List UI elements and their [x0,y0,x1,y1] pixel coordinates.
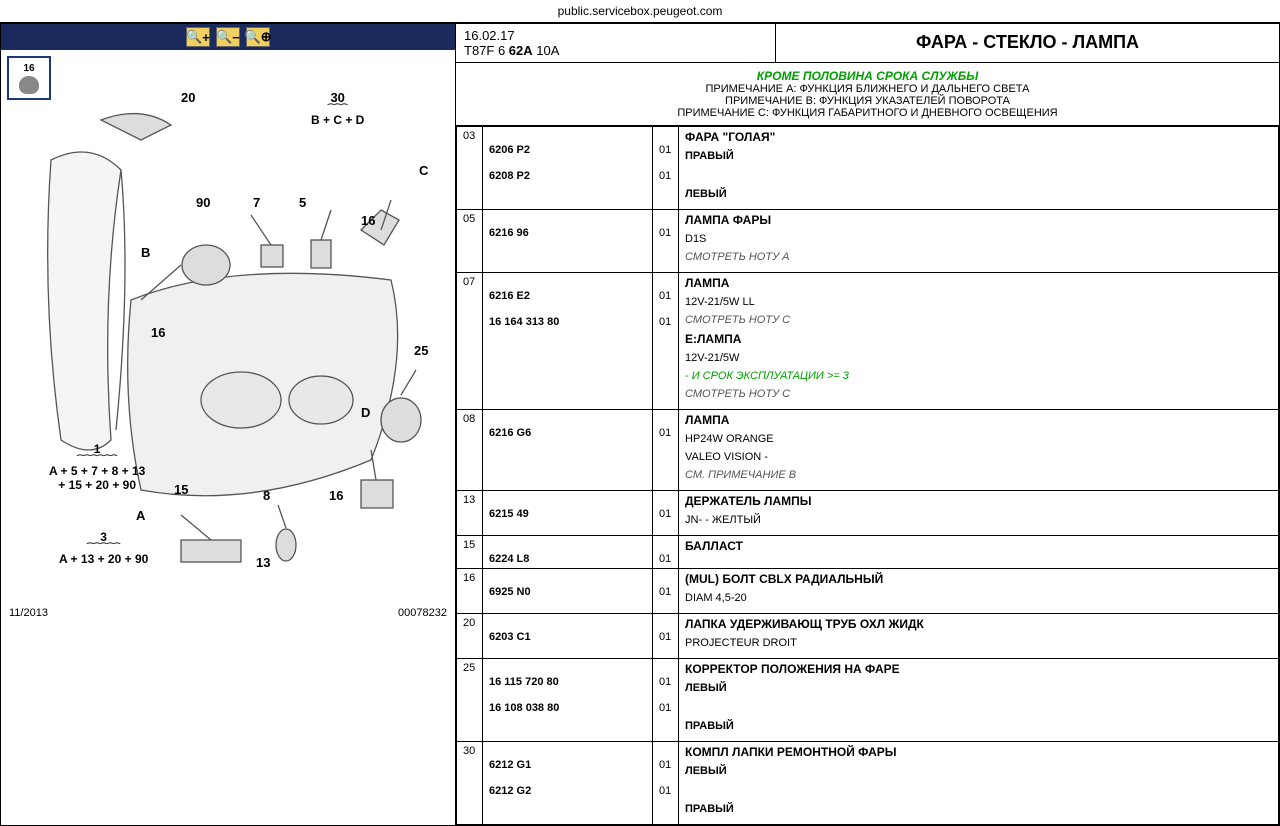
headlamp-diagram [31,100,441,590]
diagram-date: 11/2013 [9,607,48,619]
row-qtys: 0101 [653,742,679,825]
row-desc: КОРРЕКТОР ПОЛОЖЕНИЯ НА ФАРЕЛЕВЫЙ ПРАВЫЙ [679,659,1279,742]
zoom-out-button[interactable]: 🔍− [216,27,240,47]
row-index: 08 [457,410,483,491]
row-qtys: 01 [653,614,679,659]
diagram-toolbar: 🔍+ 🔍− 🔍⊕ [1,24,455,50]
row-refs: 6925 N0 [483,569,653,614]
zoom-in-button[interactable]: 🔍+ [186,27,210,47]
note-b: ПРИМЕЧАНИЕ В: ФУНКЦИЯ УКАЗАТЕЛЕЙ ПОВОРОТ… [462,95,1273,107]
callout-7: 7 [253,195,260,210]
row-refs: 16 115 720 8016 108 038 80 [483,659,653,742]
row-qtys: 01 [653,536,679,569]
callout-D: D [361,405,370,420]
callout-3: 3 ⏜⏜⏜⏜⏜ A + 13 + 20 + 90 [59,530,148,566]
notes-block: КРОМЕ ПОЛОВИНА СРОКА СЛУЖБЫ ПРИМЕЧАНИЕ А… [456,63,1279,126]
diagram-panel: 🔍+ 🔍− 🔍⊕ 16 [1,24,456,825]
row-desc: ДЕРЖАТЕЛЬ ЛАМПЫJN- - ЖЕЛТЫЙ [679,491,1279,536]
row-qtys: 01 [653,410,679,491]
row-qtys: 0101 [653,127,679,210]
diagram-thumbnail[interactable]: 16 [7,56,51,100]
row-desc: ЛАМПА12V-21/5W LLСМОТРЕТЬ НОТУ СЕ:ЛАМПА1… [679,273,1279,410]
table-row: 206203 C101ЛАПКА УДЕРЖИВАЮЩ ТРУБ ОХЛ ЖИД… [457,614,1279,659]
row-desc: ЛАПКА УДЕРЖИВАЮЩ ТРУБ ОХЛ ЖИДКPROJECTEUR… [679,614,1279,659]
row-desc: (MUL) БОЛТ CBLX РАДИАЛЬНЫЙDIAM 4,5-20 [679,569,1279,614]
header-url: public.servicebox.peugeot.com [0,0,1280,23]
row-index: 20 [457,614,483,659]
callout-B: B [141,245,150,260]
row-desc: ЛАМПАHP24W ORANGEVALEO VISION -СМ. ПРИМЕ… [679,410,1279,491]
row-refs: 6215 49 [483,491,653,536]
row-refs: 6216 G6 [483,410,653,491]
title-meta: 16.02.17 T87F 6 62A 10A [456,24,776,62]
row-refs: 6216 96 [483,210,653,273]
row-qtys: 01 [653,210,679,273]
callout-A: A [136,508,145,523]
row-index: 05 [457,210,483,273]
table-row: 166925 N001(MUL) БОЛТ CBLX РАДИАЛЬНЫЙDIA… [457,569,1279,614]
row-refs: 6206 P26208 P2 [483,127,653,210]
row-index: 30 [457,742,483,825]
row-qtys: 01 [653,491,679,536]
zoom-fit-button[interactable]: 🔍⊕ [246,27,270,47]
callout-C: C [419,163,428,178]
row-refs: 6212 G16212 G2 [483,742,653,825]
callout-30: 30 ⏜⏜⏜ B + C + D [311,90,364,127]
row-desc: БАЛЛАСТ [679,536,1279,569]
doc-code: T87F 6 62A 10A [464,43,767,58]
row-qtys: 01 [653,569,679,614]
table-row: 136215 4901ДЕРЖАТЕЛЬ ЛАМПЫJN- - ЖЕЛТЫЙ [457,491,1279,536]
row-desc: ФАРА "ГОЛАЯ"ПРАВЫЙ ЛЕВЫЙ [679,127,1279,210]
row-desc: КОМПЛ ЛАПКИ РЕМОНТНОЙ ФАРЫЛЕВЫЙ ПРАВЫЙ [679,742,1279,825]
title-row: 16.02.17 T87F 6 62A 10A ФАРА - СТЕКЛО - … [456,24,1279,63]
thumb-number: 16 [23,63,34,74]
note-green: КРОМЕ ПОЛОВИНА СРОКА СЛУЖБЫ [462,69,1273,83]
table-row: 2516 115 720 8016 108 038 800101КОРРЕКТО… [457,659,1279,742]
row-index: 13 [457,491,483,536]
row-index: 03 [457,127,483,210]
diagram-footer: 11/2013 00078232 [1,605,455,621]
callout-25: 25 [414,343,428,358]
table-row: 036206 P26208 P20101ФАРА "ГОЛАЯ"ПРАВЫЙ Л… [457,127,1279,210]
doc-heading: ФАРА - СТЕКЛО - ЛАМПА [776,24,1279,62]
row-index: 16 [457,569,483,614]
table-row: 076216 E216 164 313 800101ЛАМПА12V-21/5W… [457,273,1279,410]
table-row: 156224 L801БАЛЛАСТ [457,536,1279,569]
callout-15: 15 [174,482,188,497]
callout-20: 20 [181,90,195,105]
callout-90: 90 [196,195,210,210]
row-refs: 6224 L8 [483,536,653,569]
doc-date: 16.02.17 [464,28,767,43]
parts-table: 036206 P26208 P20101ФАРА "ГОЛАЯ"ПРАВЫЙ Л… [456,126,1279,825]
parts-panel: 16.02.17 T87F 6 62A 10A ФАРА - СТЕКЛО - … [456,24,1279,825]
diagram-area: 16 [1,50,455,605]
callout-1: 1 ⏜⏜⏜⏜⏜⏜ A + 5 + 7 + 8 + 13 + 15 + 20 + … [49,442,145,492]
row-index: 07 [457,273,483,410]
table-row: 086216 G601ЛАМПАHP24W ORANGEVALEO VISION… [457,410,1279,491]
callout-16-a: 16 [361,213,375,228]
callout-16-c: 16 [329,488,343,503]
callout-8: 8 [263,488,270,503]
table-row: 056216 9601ЛАМПА ФАРЫD1SСМОТРЕТЬ НОТУ А [457,210,1279,273]
diagram-id: 00078232 [398,607,447,619]
thumb-icon [19,76,39,94]
callout-13: 13 [256,555,270,570]
table-row: 306212 G16212 G20101КОМПЛ ЛАПКИ РЕМОНТНО… [457,742,1279,825]
note-c: ПРИМЕЧАНИЕ С: ФУНКЦИЯ ГАБАРИТНОГО И ДНЕВ… [462,107,1273,119]
row-qtys: 0101 [653,659,679,742]
callout-16-b: 16 [151,325,165,340]
note-a: ПРИМЕЧАНИЕ А: ФУНКЦИЯ БЛИЖНЕГО И ДАЛЬНЕГ… [462,83,1273,95]
row-refs: 6216 E216 164 313 80 [483,273,653,410]
row-index: 25 [457,659,483,742]
callout-5: 5 [299,195,306,210]
row-index: 15 [457,536,483,569]
row-desc: ЛАМПА ФАРЫD1SСМОТРЕТЬ НОТУ А [679,210,1279,273]
row-qtys: 0101 [653,273,679,410]
row-refs: 6203 C1 [483,614,653,659]
main-container: 🔍+ 🔍− 🔍⊕ 16 [0,23,1280,826]
